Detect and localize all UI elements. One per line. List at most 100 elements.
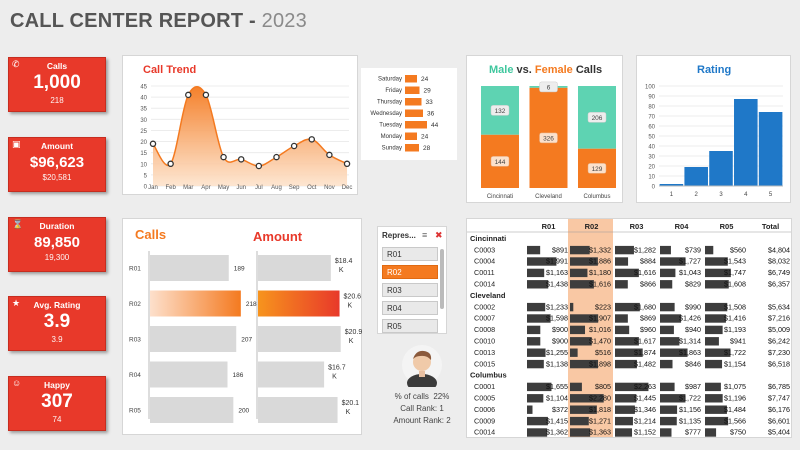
pivot-cell: $1,193: [724, 325, 746, 334]
trend-point: [290, 142, 298, 150]
gender-chart: 132 144 Cincinnati 6 326 Cleveland 206 129 Colum…: [481, 81, 616, 200]
amount-unit: K: [346, 409, 351, 416]
pivot-cell: $6,518: [768, 359, 790, 368]
pivot-cell: $1,282: [634, 245, 656, 254]
pivot-cell: $829: [685, 280, 701, 289]
pivot-row-id: C0002: [474, 302, 495, 311]
gender-title: Male vs. Female Calls: [489, 64, 602, 76]
pivot-databar: [615, 337, 639, 346]
rating-x-tick: 2: [695, 192, 699, 198]
amount-unit: K: [339, 267, 344, 274]
gender-male-label-bg: [490, 105, 510, 116]
pivot-databar: [705, 325, 723, 335]
pivot-databar: [705, 268, 731, 278]
pivot-group-label: Cleveland: [470, 291, 506, 300]
pivot-databar: [570, 394, 604, 403]
pivot-cell: $1,874: [634, 348, 656, 357]
slicer-item-r01[interactable]: R01: [382, 247, 438, 261]
kpi-calls-card: ✆ Calls 1,000 218: [8, 57, 106, 112]
pivot-cell: $2,280: [589, 394, 611, 403]
call-trend-title: Call Trend: [143, 64, 197, 76]
amount-value: $20.6: [344, 294, 362, 301]
kpi-sub: 19,300: [44, 253, 70, 262]
pivot-row-id: C0013: [474, 348, 495, 357]
clear-filter-icon[interactable]: ✖: [435, 230, 443, 240]
kpi-value: 89,850: [34, 234, 80, 251]
trend-x-tick: Mar: [183, 185, 193, 191]
trend-x-tick: Dec: [342, 185, 353, 191]
pivot-databar: [660, 314, 682, 323]
kpi-sub: 218: [50, 96, 64, 105]
gender-female-label-bg: [587, 163, 607, 174]
pivot-databar: [527, 280, 549, 289]
pivot-cell: $4,804: [768, 245, 790, 254]
pivot-cell: $1,566: [724, 416, 746, 425]
kpi-value: 1,000: [33, 72, 81, 93]
rating-y-tick: 0: [652, 184, 656, 190]
trend-y-tick: 20: [140, 140, 147, 146]
calls-bar: [150, 397, 234, 423]
trend-x-tick: Jul: [255, 185, 263, 191]
pivot-databar: [615, 314, 628, 323]
agent-stats: % of calls 22% Call Rank: 1 Amount Rank:…: [380, 392, 464, 425]
pivot-col-header: R05: [720, 222, 734, 231]
trend-point: [326, 151, 333, 159]
pivot-cell: $900: [552, 325, 568, 334]
trend-point: [167, 160, 174, 168]
pivot-databar: [705, 245, 714, 255]
pivot-databar: [615, 359, 637, 369]
pivot-databar: [570, 245, 590, 255]
pivot-cell: $1,722: [724, 348, 746, 357]
kpi-value: 3.9: [43, 311, 71, 332]
pivot-cell: $1,470: [589, 337, 611, 346]
rating-x-tick: 3: [719, 192, 723, 198]
weekday-label: Monday: [381, 134, 402, 140]
pivot-cell: $1,196: [724, 394, 746, 403]
rating-x-tick: 5: [769, 192, 773, 198]
amount-value: $20.1: [342, 400, 360, 407]
pivot-cell: $1,104: [546, 394, 568, 403]
pivot-databar: [527, 348, 546, 357]
pivot-databar: [705, 382, 721, 392]
pivot-databar: [570, 416, 589, 426]
slicer-item-r04[interactable]: R04: [382, 301, 438, 315]
pivot-cell: $1,332: [589, 245, 611, 254]
multi-select-icon[interactable]: ≡: [422, 230, 428, 240]
pivot-databar: [615, 348, 643, 357]
pivot-cell: $1,722: [679, 394, 701, 403]
calls-value: 186: [233, 372, 244, 379]
pivot-cell: $6,176: [768, 405, 790, 414]
pivot-databar: [660, 382, 675, 392]
pivot-cell: $1,214: [634, 416, 656, 425]
slicer-item-r03[interactable]: R03: [382, 283, 438, 297]
pivot-databar: [527, 382, 552, 392]
rating-chart: 0 10 20 30 40 50 60 70 80 90 100 1 2 3 4 5: [645, 84, 783, 198]
rating-y-tick: 20: [648, 164, 655, 170]
pivot-databar: [615, 268, 639, 278]
slicer-item-r02[interactable]: R02: [382, 265, 438, 279]
slicer-item-r05[interactable]: R05: [382, 319, 438, 333]
pivot-databar: [615, 416, 633, 426]
title-text: CALL CENTER REPORT -: [10, 10, 262, 32]
pivot-cell: $1,617: [634, 337, 656, 346]
pivot-cell: $1,543: [724, 257, 746, 266]
gender-female-label-bg: [539, 132, 558, 144]
kpi-label: Amount: [40, 141, 74, 151]
pivot-cell: $1,898: [589, 359, 611, 368]
pivot-row-id: C0004: [474, 257, 495, 266]
pivot-cell: $1,156: [679, 405, 701, 414]
pivot-col-header: R02: [585, 222, 599, 231]
pivot-databar: [527, 405, 533, 414]
slicer-scrollbar[interactable]: [440, 249, 444, 309]
pivot-databar: [615, 280, 628, 289]
star-icon: ★: [12, 298, 21, 308]
pivot-cell: $516: [595, 348, 611, 357]
rep-bars-card: Calls Amount R01 189 $18.4 K R02 218 $20.6 K R03…: [122, 218, 362, 435]
trend-point: [237, 156, 245, 163]
rating-y-tick: 40: [648, 144, 655, 150]
trend-y-tick: 15: [140, 151, 147, 157]
pct-value: 22%: [433, 392, 450, 401]
pivot-col-header: R01: [542, 222, 556, 231]
weekday-value: 29: [424, 88, 432, 95]
pivot-cell: $1,508: [724, 302, 746, 311]
